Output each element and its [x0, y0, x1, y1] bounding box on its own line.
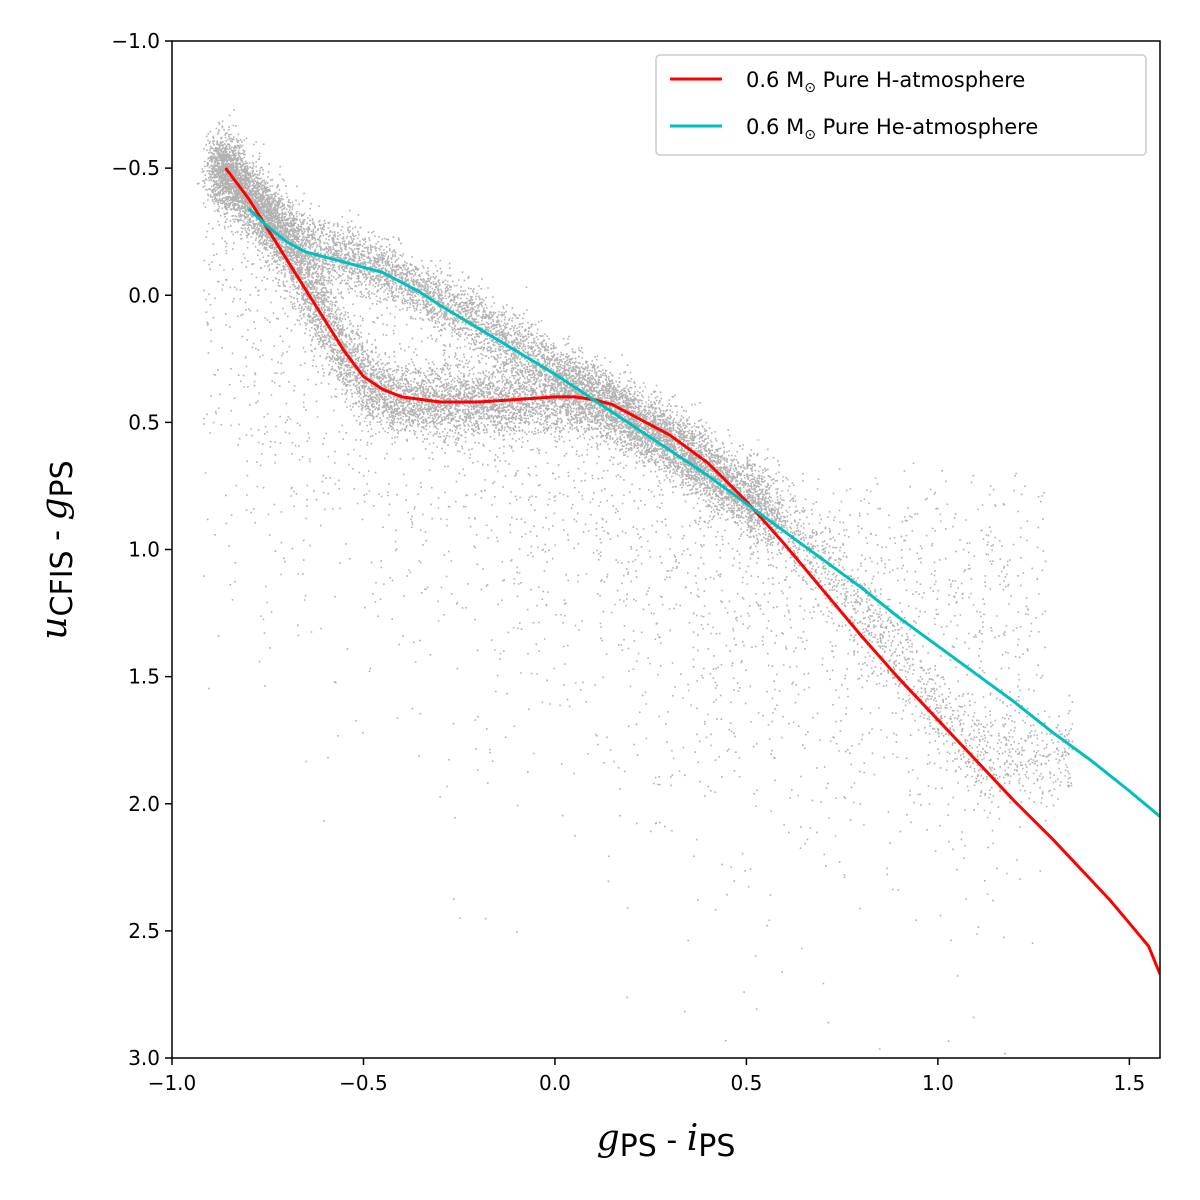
y-tick-label: 2.0: [128, 792, 160, 816]
legend-box: [655, 54, 1147, 156]
y-tick-label: −0.5: [111, 156, 160, 180]
legend-label-h-atmosphere: 0.6 M⊙ Pure H-atmosphere: [746, 68, 1025, 96]
y-tick-label: 3.0: [128, 1046, 160, 1070]
x-tick-label: 0.5: [731, 1071, 763, 1095]
legend-label-he-atmosphere: 0.6 M⊙ Pure He-atmosphere: [746, 115, 1038, 143]
model-curves: [224, 167, 1160, 975]
legend: 0.6 M⊙ Pure H-atmosphere 0.6 M⊙ Pure He-…: [655, 54, 1147, 156]
curve-he-atmosphere: [247, 207, 1160, 818]
y-label-main2: g: [34, 497, 75, 520]
curve-h-atmosphere: [224, 167, 1160, 975]
y-tick-label: 0.0: [128, 283, 160, 307]
x-label-sub2: PS: [698, 1129, 735, 1164]
y-tick-label: 2.5: [128, 919, 160, 943]
y-label-sub2: PS: [45, 460, 80, 497]
y-tick-label: −1.0: [111, 29, 160, 53]
legend-h-mass: 0.6 M: [746, 68, 804, 92]
legend-he-mass: 0.6 M: [746, 115, 804, 139]
x-label-main1: g: [597, 1118, 620, 1159]
legend-he-sun-symbol: ⊙: [804, 127, 816, 143]
x-tick-label: 1.5: [1113, 1071, 1145, 1095]
x-tick-label: 1.0: [922, 1071, 954, 1095]
y-axis-ticks: −1.0 −0.5 0.0 0.5 1.0 1.5 2.0 2.5 3.0: [111, 29, 172, 1070]
x-label-sub1: PS: [620, 1129, 657, 1164]
y-tick-label: 1.0: [128, 538, 160, 562]
y-tick-label: 1.5: [128, 665, 160, 689]
x-tick-label: −0.5: [339, 1071, 388, 1095]
y-tick-label: 0.5: [128, 410, 160, 434]
x-axis-label: gPS - iPS: [597, 1118, 736, 1164]
x-axis-ticks: −1.0 −0.5 0.0 0.5 1.0 1.5: [148, 1058, 1145, 1095]
y-label-sep: -: [39, 521, 74, 551]
y-label-sub1: CFIS: [45, 550, 80, 616]
x-label-main2: i: [687, 1118, 699, 1159]
x-label-sep: -: [657, 1123, 687, 1158]
y-label-main1: u: [34, 617, 75, 640]
legend-he-text: Pure He-atmosphere: [816, 115, 1038, 139]
x-tick-label: 0.0: [539, 1071, 571, 1095]
legend-h-sun-symbol: ⊙: [804, 80, 816, 96]
y-axis-label: uCFIS - gPS: [34, 460, 80, 639]
x-tick-label: −1.0: [148, 1071, 197, 1095]
legend-h-text: Pure H-atmosphere: [816, 68, 1025, 92]
